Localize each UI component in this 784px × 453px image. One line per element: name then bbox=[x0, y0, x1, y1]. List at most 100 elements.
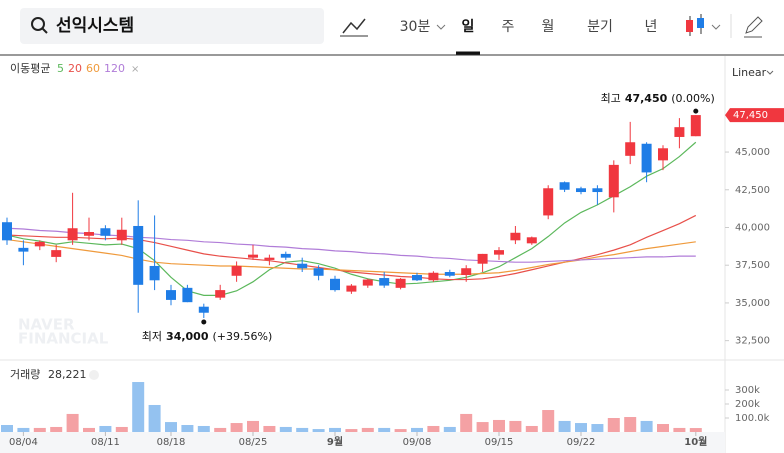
candle-body bbox=[625, 142, 636, 156]
search-box[interactable] bbox=[20, 8, 324, 44]
candle-body bbox=[674, 127, 685, 137]
y-tick-label: 35,000 bbox=[735, 298, 770, 309]
volume-tick-label: 200k bbox=[735, 399, 760, 410]
candle-body bbox=[510, 232, 521, 241]
volume-bar bbox=[214, 427, 227, 432]
volume-tick-label: 100.0k bbox=[735, 413, 770, 424]
volume-bar bbox=[460, 413, 473, 432]
annotation-value: 34,000 bbox=[166, 330, 209, 343]
candle-body bbox=[428, 272, 439, 281]
interval-tab[interactable]: 월 bbox=[542, 19, 555, 35]
volume-title: 거래량 bbox=[10, 368, 40, 381]
volume-bar bbox=[312, 429, 325, 432]
interval-tab[interactable]: 년 bbox=[645, 19, 658, 35]
dropdown-caret bbox=[766, 70, 774, 75]
annotation-label: 최고 bbox=[601, 92, 621, 105]
candle-body bbox=[248, 254, 258, 258]
y-tick-label: 40,000 bbox=[735, 222, 770, 233]
watermark: NAVER bbox=[18, 316, 75, 334]
candle-icon bbox=[686, 20, 693, 32]
volume-tick-label: 300k bbox=[735, 385, 760, 396]
annotation: 최저 34,000 (+39.56%) bbox=[142, 330, 272, 343]
volume-bar bbox=[673, 427, 686, 432]
watermark: FINANCIAL bbox=[18, 330, 109, 348]
candle-body bbox=[133, 225, 144, 285]
volume-bar bbox=[394, 429, 407, 432]
annotation-value: 47,450 bbox=[625, 92, 668, 105]
price-tag-bg bbox=[725, 108, 784, 123]
volume-bar bbox=[657, 424, 669, 432]
volume-bar bbox=[181, 425, 194, 432]
candle-body bbox=[297, 263, 308, 269]
legend-item[interactable]: 120 bbox=[104, 62, 125, 75]
x-tick-label: 08/11 bbox=[91, 437, 120, 448]
dropdown-caret bbox=[711, 24, 721, 30]
legend-item[interactable]: 60 bbox=[86, 62, 100, 75]
volume-bar bbox=[443, 426, 456, 432]
price-tag: 47,450 bbox=[733, 110, 768, 121]
indicator-icon[interactable] bbox=[342, 18, 366, 34]
search-text: 선익시스템 bbox=[56, 16, 134, 36]
candle-body bbox=[264, 257, 275, 260]
interval-tab[interactable]: 30분 bbox=[400, 19, 431, 35]
candle-body bbox=[379, 278, 390, 286]
volume-bar bbox=[575, 423, 587, 432]
volume-bar bbox=[296, 427, 309, 432]
volume-bar bbox=[1, 425, 13, 432]
x-tick-label: 09/15 bbox=[485, 437, 514, 448]
volume-bar bbox=[427, 425, 440, 432]
candle-body bbox=[526, 237, 537, 244]
volume-bar bbox=[411, 427, 423, 432]
candle-icon bbox=[697, 18, 704, 28]
scale-label[interactable]: Linear bbox=[732, 66, 767, 79]
x-tick-label: 08/18 bbox=[157, 437, 186, 448]
interval-tab[interactable]: 일 bbox=[462, 19, 475, 35]
volume-bar bbox=[361, 427, 374, 432]
draw-icon[interactable] bbox=[744, 16, 763, 38]
close-button[interactable] bbox=[89, 370, 99, 380]
annotation-change: (0.00%) bbox=[671, 92, 715, 105]
volume-bar bbox=[17, 427, 30, 432]
date-axis-bg bbox=[0, 432, 725, 453]
candle-body bbox=[346, 285, 357, 292]
candle-body bbox=[608, 164, 619, 198]
annotation-dot bbox=[201, 319, 207, 325]
candle-body bbox=[412, 275, 422, 281]
interval-tab[interactable]: 분기 bbox=[587, 19, 613, 35]
volume-bar bbox=[624, 417, 637, 432]
candle-body bbox=[477, 253, 488, 264]
search-icon bbox=[41, 27, 48, 34]
volume-bar bbox=[689, 428, 702, 432]
candle-body bbox=[494, 250, 504, 255]
volume-bar bbox=[476, 422, 489, 432]
dropdown-caret bbox=[436, 24, 446, 30]
volume-bar bbox=[230, 423, 243, 432]
candle-body bbox=[166, 290, 176, 300]
volume-bar bbox=[132, 382, 145, 432]
legend-item[interactable]: 20 bbox=[68, 62, 82, 75]
legend-close[interactable]: × bbox=[131, 64, 139, 75]
candle-body bbox=[690, 115, 701, 137]
candle-body bbox=[543, 188, 554, 216]
volume-bar bbox=[607, 418, 620, 432]
volume-bar bbox=[378, 427, 391, 432]
interval-tab[interactable]: 주 bbox=[502, 19, 515, 35]
candle-body bbox=[461, 268, 472, 276]
y-tick-label: 42,500 bbox=[735, 185, 770, 196]
y-tick-label: 37,500 bbox=[735, 260, 770, 271]
x-tick-label: 08/04 bbox=[9, 437, 38, 448]
y-tick-label: 32,500 bbox=[735, 336, 770, 347]
legend-item[interactable]: 5 bbox=[57, 62, 64, 75]
volume-bar bbox=[197, 425, 210, 432]
search-icon bbox=[31, 17, 45, 31]
candle-body bbox=[34, 241, 45, 247]
annotation: 최고 47,450 (0.00%) bbox=[601, 92, 715, 105]
candle-body bbox=[395, 278, 406, 288]
candle-body bbox=[198, 306, 209, 313]
candle-body bbox=[330, 278, 340, 291]
volume-bar bbox=[558, 420, 571, 432]
x-tick-label: 10월 bbox=[684, 436, 707, 448]
volume-bar bbox=[165, 422, 177, 432]
